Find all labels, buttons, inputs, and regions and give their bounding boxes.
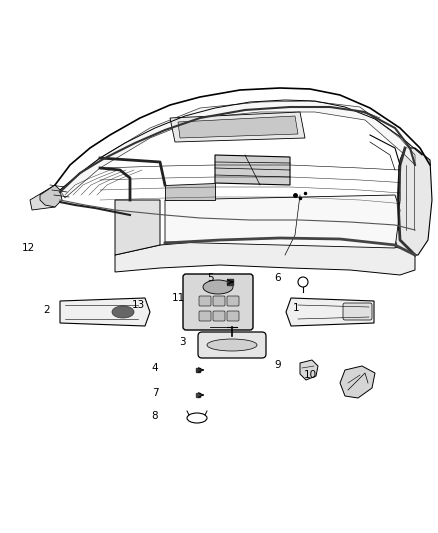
Polygon shape (300, 360, 318, 380)
Text: 3: 3 (179, 337, 185, 347)
FancyBboxPatch shape (213, 296, 225, 306)
FancyBboxPatch shape (227, 296, 239, 306)
Polygon shape (165, 183, 215, 200)
Polygon shape (115, 238, 415, 275)
Polygon shape (115, 200, 160, 255)
Polygon shape (215, 155, 290, 185)
Text: 8: 8 (152, 411, 158, 421)
FancyBboxPatch shape (199, 311, 211, 321)
Polygon shape (60, 101, 415, 198)
FancyBboxPatch shape (199, 296, 211, 306)
FancyBboxPatch shape (198, 332, 266, 358)
FancyBboxPatch shape (213, 311, 225, 321)
Text: 6: 6 (275, 273, 281, 283)
Polygon shape (178, 116, 298, 138)
Polygon shape (165, 195, 400, 248)
Text: 10: 10 (304, 370, 317, 380)
Ellipse shape (112, 306, 134, 318)
Text: 9: 9 (275, 360, 281, 370)
Text: 11: 11 (171, 293, 185, 303)
Polygon shape (395, 148, 432, 255)
FancyBboxPatch shape (183, 274, 253, 330)
Polygon shape (30, 185, 58, 210)
Polygon shape (60, 298, 150, 326)
Text: 2: 2 (44, 305, 50, 315)
Text: 13: 13 (131, 300, 145, 310)
Ellipse shape (207, 339, 257, 351)
Polygon shape (340, 366, 375, 398)
Polygon shape (40, 185, 62, 207)
Ellipse shape (203, 280, 233, 294)
Text: 12: 12 (21, 243, 35, 253)
Text: 4: 4 (152, 363, 158, 373)
Text: 1: 1 (293, 303, 299, 313)
FancyBboxPatch shape (227, 311, 239, 321)
Polygon shape (286, 298, 374, 326)
Polygon shape (170, 112, 305, 142)
Text: 7: 7 (152, 388, 158, 398)
FancyBboxPatch shape (343, 303, 372, 320)
Text: 5: 5 (207, 273, 213, 283)
